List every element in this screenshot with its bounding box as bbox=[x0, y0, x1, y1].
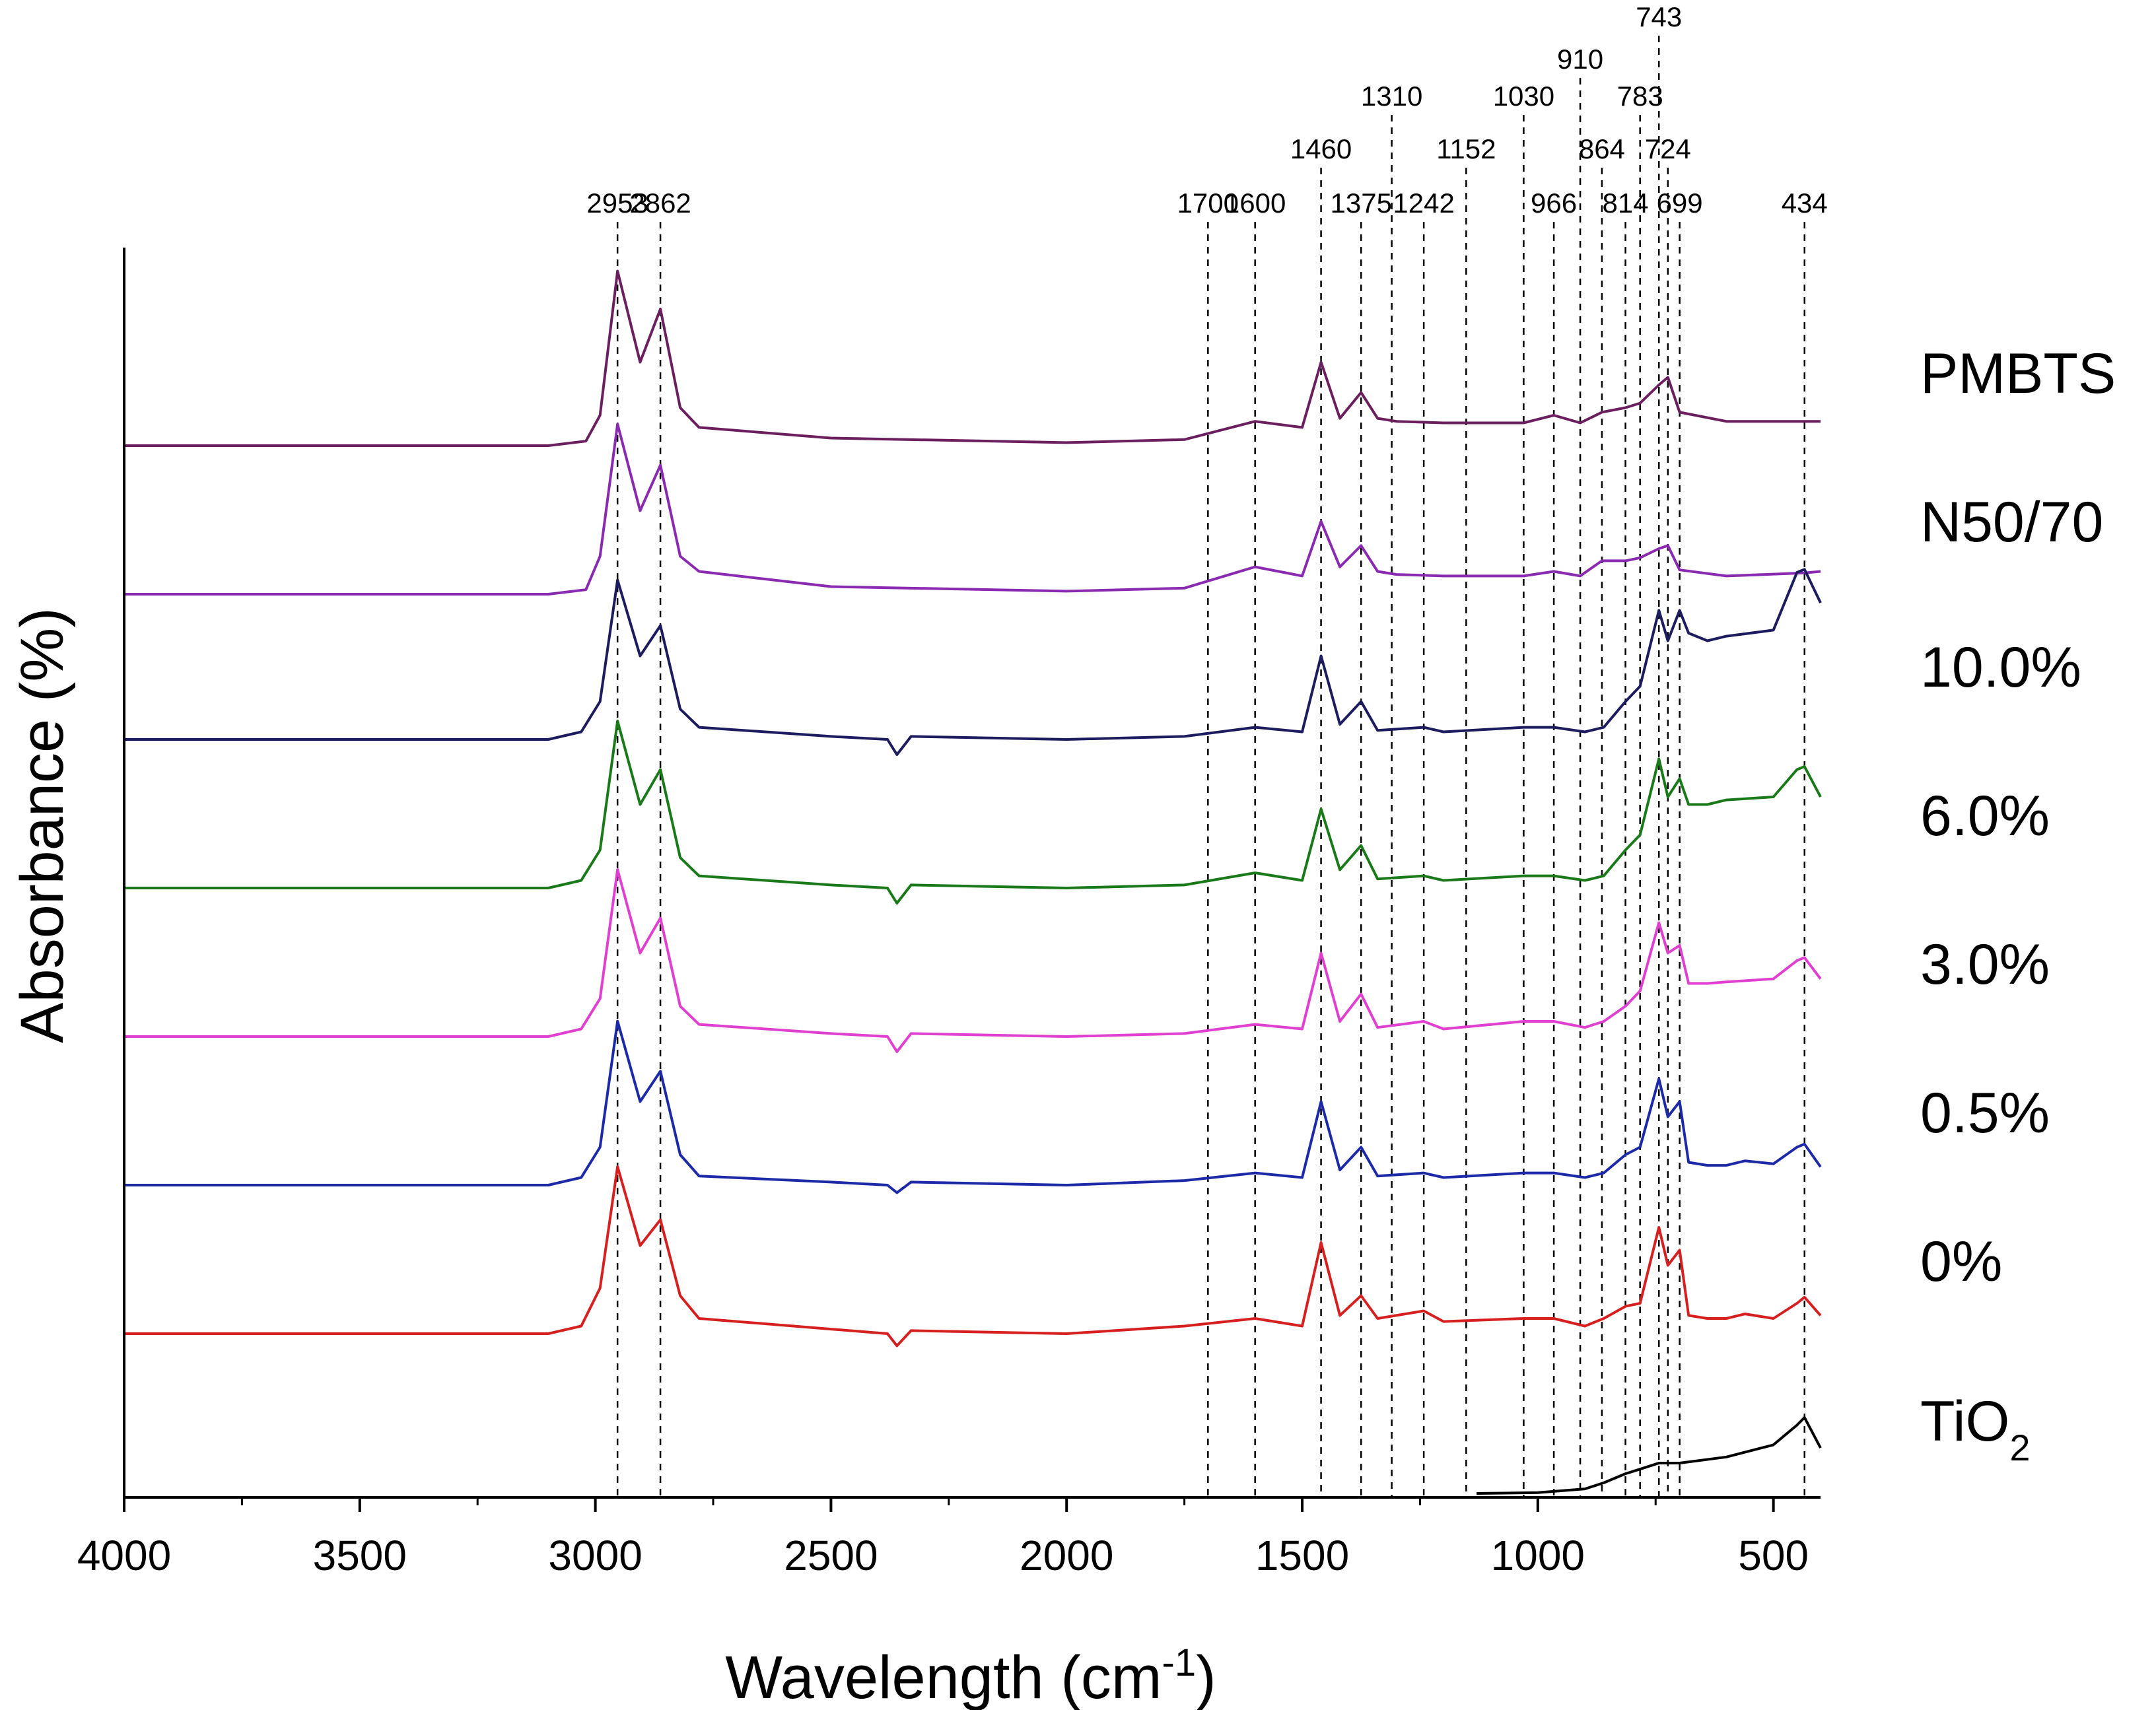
peak-label-2953: 2953 bbox=[586, 188, 648, 219]
series-line-TiO bbox=[1477, 1416, 1822, 1495]
y-axis-title: Absorbance (%) bbox=[9, 607, 76, 1043]
peak-label-1700: 1700 bbox=[1177, 188, 1239, 219]
x-tick-label-3500: 3500 bbox=[313, 1532, 407, 1579]
series-line-3-0- bbox=[124, 868, 1822, 1053]
peak-label-783: 783 bbox=[1617, 81, 1663, 112]
series-line-10-0- bbox=[124, 568, 1822, 756]
series-line-6-0- bbox=[124, 720, 1822, 905]
x-tick-label-1500: 1500 bbox=[1255, 1532, 1349, 1579]
axes bbox=[123, 248, 1821, 1499]
series-line-0- bbox=[124, 1165, 1822, 1348]
series-line-N50-70 bbox=[124, 423, 1821, 596]
peak-label-1030: 1030 bbox=[1493, 81, 1554, 112]
peak-label-1460: 1460 bbox=[1290, 133, 1352, 164]
series-label-PMBTS: PMBTS bbox=[1920, 342, 2116, 405]
x-axis-title: Wavelength (cm-1) bbox=[725, 1641, 1216, 1710]
series-label-N50-70: N50/70 bbox=[1920, 491, 2103, 554]
peak-label-966: 966 bbox=[1531, 188, 1577, 219]
series-label-0-: 0% bbox=[1920, 1230, 2002, 1293]
x-tick-label-3000: 3000 bbox=[548, 1532, 642, 1579]
series-line-PMBTS bbox=[124, 269, 1821, 447]
spectrum-series bbox=[124, 269, 1822, 1495]
peak-label-743: 743 bbox=[1636, 1, 1682, 32]
x-axis-ticks: 4000 3500 3000 2500 2000 1500 1000 500 bbox=[77, 1497, 1809, 1579]
series-label-10-0-: 10.0% bbox=[1920, 636, 2081, 699]
peak-label-1152: 1152 bbox=[1436, 133, 1496, 164]
peak-label-1375: 1375 bbox=[1331, 188, 1392, 219]
series-label-6-0-: 6.0% bbox=[1920, 784, 2050, 848]
x-tick-label-4000: 4000 bbox=[77, 1532, 171, 1579]
series-label-TiO: TiO2 bbox=[1920, 1390, 2031, 1468]
peak-label-1242: 1242 bbox=[1393, 188, 1454, 219]
peak-label-2862: 2862 bbox=[629, 188, 691, 219]
peak-label-434: 434 bbox=[1782, 188, 1828, 219]
peak-label-1600: 1600 bbox=[1224, 188, 1286, 219]
peak-label-1310: 1310 bbox=[1361, 81, 1422, 112]
peak-label-864: 864 bbox=[1579, 133, 1625, 164]
peak-label-699: 699 bbox=[1657, 188, 1703, 219]
series-line-0-5- bbox=[124, 1019, 1822, 1194]
x-tick-label-1000: 1000 bbox=[1491, 1532, 1585, 1579]
x-tick-label-2000: 2000 bbox=[1020, 1532, 1113, 1579]
x-axis-title-end: ) bbox=[1196, 1644, 1216, 1710]
peak-label-724: 724 bbox=[1645, 133, 1691, 164]
peak-label-814: 814 bbox=[1603, 188, 1649, 219]
x-tick-label-2500: 2500 bbox=[784, 1532, 878, 1579]
x-axis-title-sup: -1 bbox=[1162, 1641, 1197, 1684]
series-labels: PMBTS N50/70 10.0% 6.0% 3.0% 0.5% 0% TiO2 bbox=[1920, 342, 2116, 1468]
x-axis-title-main: Wavelength (cm bbox=[725, 1644, 1162, 1710]
series-label-0-5-: 0.5% bbox=[1920, 1081, 2050, 1145]
series-label-3-0-: 3.0% bbox=[1920, 933, 2050, 996]
x-tick-label-500: 500 bbox=[1738, 1532, 1809, 1579]
peak-label-910: 910 bbox=[1557, 44, 1603, 75]
